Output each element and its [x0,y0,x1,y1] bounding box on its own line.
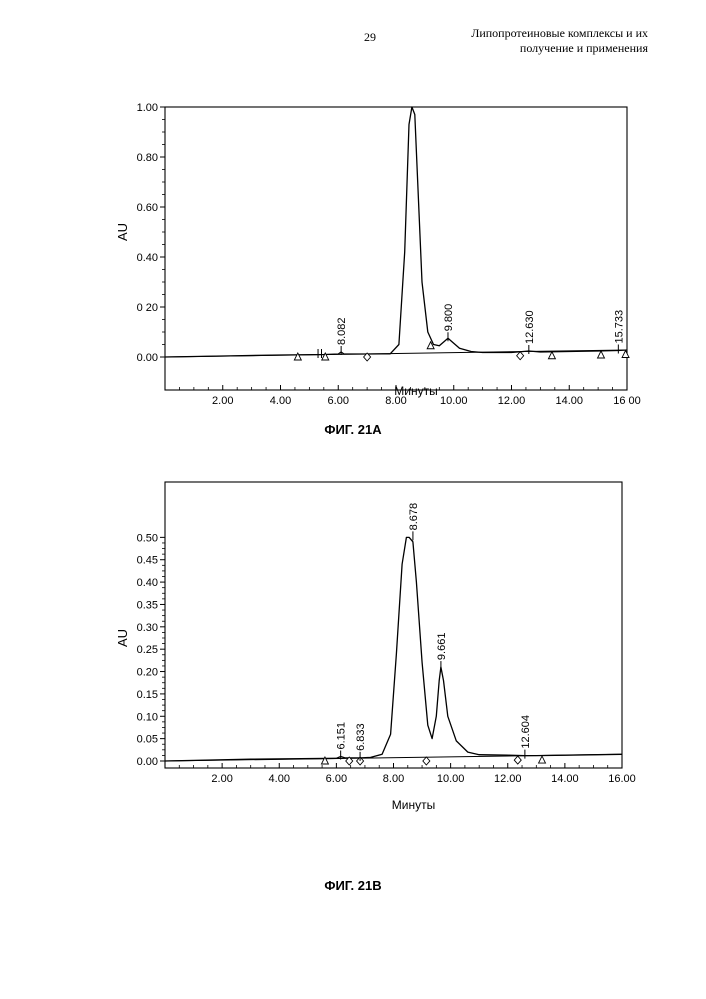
y-tick-label: 0.60 [137,202,158,214]
y-tick-label: 0.25 [137,644,158,656]
peak-retention-label: 12.604 [520,715,532,749]
peak-retention-label: 9.800 [443,304,455,332]
x-tick-label: 12.00 [498,395,526,407]
peak-retention-label: 8.678 [408,503,420,531]
chromatogram-21a: 0.000 200.400.600.801.002.004.006.008.00… [0,90,706,390]
x-tick-label: 4.00 [269,773,290,785]
y-tick-label: 0.30 [137,622,158,634]
peak-retention-label: 6.833 [355,723,367,751]
x-tick-label: 8.00 [383,773,404,785]
x-tick-label: 14.00 [551,773,579,785]
y-tick-label: 0.20 [137,667,158,679]
y-tick-label: 0.40 [137,577,158,589]
page-number: 29 [364,30,376,45]
y-tick-label: 0.80 [137,152,158,164]
y-tick-label: 0.10 [137,711,158,723]
x-axis-label: Минуты [394,384,437,398]
chromatogram-trace [165,107,627,357]
peak-marker-triangle [294,353,301,360]
y-tick-label: 0.15 [137,689,158,701]
peak-marker-triangle [539,756,546,763]
chromatogram-21b: 0.00 0.05 0.10 0.15 0.20 0.25 0.30 0.35 0.40 0.45… [0,465,706,835]
peak-marker-triangle [622,351,629,358]
peak-retention-label: 15.733 [613,310,625,344]
peak-marker-diamond [514,756,521,764]
x-tick-label: 12.00 [494,773,522,785]
y-tick-label: 0.00 [137,352,158,364]
chromatogram-trace [165,537,622,761]
peak-retention-label: 6.151 [336,722,348,750]
running-title-line-2: получение и применения [408,41,648,56]
peak-marker-triangle [548,352,555,359]
y-tick-label: 0.00 [137,756,158,768]
x-axis-label: Минуты [392,798,435,812]
y-tick-label: 1.00 [137,102,158,114]
x-tick-label: 6.00 [326,773,347,785]
x-tick-label: 16.00 [608,773,636,785]
peak-retention-label: 12.630 [524,310,536,344]
y-tick-label: 0 20 [137,302,158,314]
peak-retention-label: 8.082 [336,317,348,345]
x-tick-label: 10.00 [440,395,468,407]
x-tick-label: 2.00 [211,773,232,785]
x-tick-label: 14.00 [555,395,583,407]
peak-marker-triangle [598,351,605,358]
y-tick-label: 0.05 [137,734,158,746]
y-axis-label: AU [115,629,130,647]
y-tick-label: 0.45 [137,555,158,567]
running-title-line-1: Липопротеиновые комплексы и их [408,26,648,41]
running-title: Липопротеиновые комплексы и их получение… [408,26,648,56]
y-tick-label: 0.40 [137,252,158,264]
peak-marker-diamond [517,352,524,360]
plot-frame [165,482,622,768]
x-tick-label: 4.00 [270,395,291,407]
x-tick-label: 10.00 [437,773,465,785]
y-tick-label: 0.50 [137,532,158,544]
y-tick-label: 0.35 [137,599,158,611]
peak-marker-diamond [423,757,430,765]
peak-retention-label: 9.661 [436,633,448,661]
x-tick-label: 2.00 [212,395,233,407]
y-axis-label: AU [115,223,130,241]
x-tick-label: 6.00 [328,395,349,407]
figure-caption-21a: ФИГ. 21А [0,422,706,437]
figure-caption-21b: ФИГ. 21В [0,878,706,893]
x-tick-label: 16 00 [613,395,641,407]
